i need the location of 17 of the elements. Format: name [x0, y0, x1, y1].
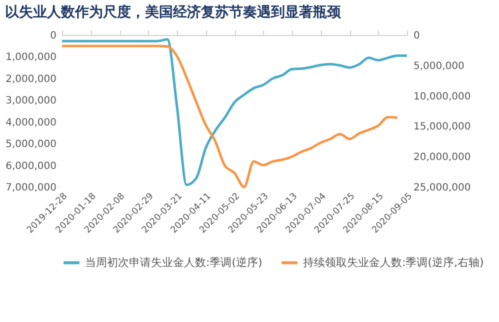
legend-label: 持续领取失业金人数:季调(逆序,右轴): [303, 256, 484, 269]
y2-tick-label: 25,000,000: [414, 182, 471, 194]
y2-tick-label: 5,000,000: [414, 60, 464, 72]
y2-tick-label: 15,000,000: [414, 122, 471, 133]
y-tick-label: 5,000,000: [6, 139, 56, 150]
legend-label: 当周初次申请失业金人数:季调(逆序): [85, 256, 262, 269]
y2-tick-label: 0: [414, 30, 420, 42]
y-tick-label: 4,000,000: [6, 117, 56, 128]
y2-tick-label: 20,000,000: [414, 152, 471, 164]
y-tick-label: 6,000,000: [6, 160, 56, 172]
y-tick-label: 1,000,000: [6, 52, 56, 64]
y-tick-label: 7,000,000: [6, 182, 56, 194]
y2-tick-label: 10,000,000: [414, 91, 471, 102]
y-tick-label: 3,000,000: [6, 96, 56, 107]
chart-title: 以失业人数作为尺度，美国经济复苏节奏遇到显著瓶颈: [5, 4, 342, 20]
y-tick-label: 2,000,000: [6, 74, 56, 85]
y-tick-label: 0: [50, 30, 56, 42]
